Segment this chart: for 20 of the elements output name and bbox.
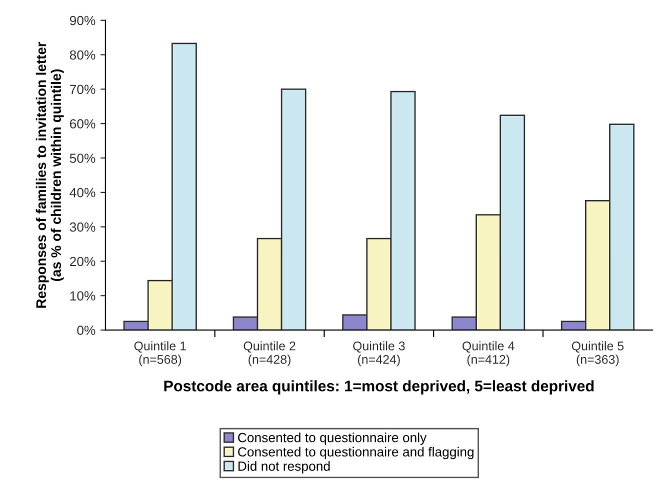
x-axis-title: Postcode area quintiles: 1=most deprived, 5=least deprived (164, 380, 594, 394)
y-tick-label: 90% (70, 16, 96, 26)
legend-label: Consented to questionnaire and flagging (238, 446, 474, 460)
x-tick-label: Quintile 4 (n=412) (462, 341, 514, 366)
y-tick-label: 0% (77, 326, 96, 335)
y-axis-title: Responses of families to invitation letter (as % of children within quintile) (36, 42, 64, 308)
y-tick-label: 60% (70, 119, 96, 128)
x-tick-label: Quintile 2 (n=428) (244, 341, 296, 366)
y-tick-label: 40% (70, 188, 96, 198)
x-tick-label: Quintile 3 (n=424) (353, 341, 405, 366)
y-tick-label: 10% (70, 291, 96, 301)
legend-label: Consented to questionnaire only (238, 432, 427, 445)
y-tick-label: 30% (70, 222, 96, 232)
x-tick-label: Quintile 1 (n=568) (134, 341, 186, 366)
y-tick-label: 50% (70, 154, 96, 163)
legend-label: Did not respond (238, 461, 330, 474)
y-tick-label: 70% (70, 84, 96, 94)
y-tick-label: 20% (70, 256, 96, 266)
x-tick-label: Quintile 5 (n=363) (572, 341, 624, 366)
y-tick-label: 80% (70, 50, 96, 60)
